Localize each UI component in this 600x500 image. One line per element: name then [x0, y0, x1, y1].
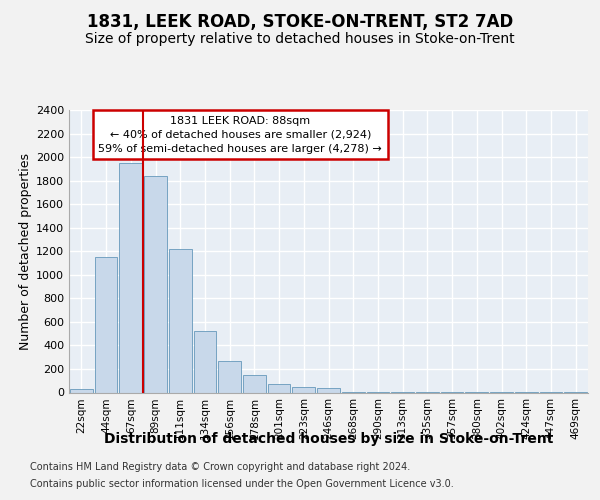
Text: Contains public sector information licensed under the Open Government Licence v3: Contains public sector information licen… [30, 479, 454, 489]
Text: 1831, LEEK ROAD, STOKE-ON-TRENT, ST2 7AD: 1831, LEEK ROAD, STOKE-ON-TRENT, ST2 7AD [87, 12, 513, 30]
Bar [292, 387, 315, 392]
Bar [218, 362, 241, 392]
Bar [194, 332, 216, 392]
Bar [70, 389, 93, 392]
Bar [317, 388, 340, 392]
Bar [144, 176, 167, 392]
Bar [95, 257, 118, 392]
Bar [169, 249, 191, 392]
Bar [119, 163, 142, 392]
Text: 1831 LEEK ROAD: 88sqm
← 40% of detached houses are smaller (2,924)
59% of semi-d: 1831 LEEK ROAD: 88sqm ← 40% of detached … [98, 116, 382, 154]
Text: Distribution of detached houses by size in Stoke-on-Trent: Distribution of detached houses by size … [104, 432, 553, 446]
Text: Contains HM Land Registry data © Crown copyright and database right 2024.: Contains HM Land Registry data © Crown c… [30, 462, 410, 472]
Bar [268, 384, 290, 392]
Bar [243, 376, 266, 392]
Y-axis label: Number of detached properties: Number of detached properties [19, 153, 32, 350]
Text: Size of property relative to detached houses in Stoke-on-Trent: Size of property relative to detached ho… [85, 32, 515, 46]
